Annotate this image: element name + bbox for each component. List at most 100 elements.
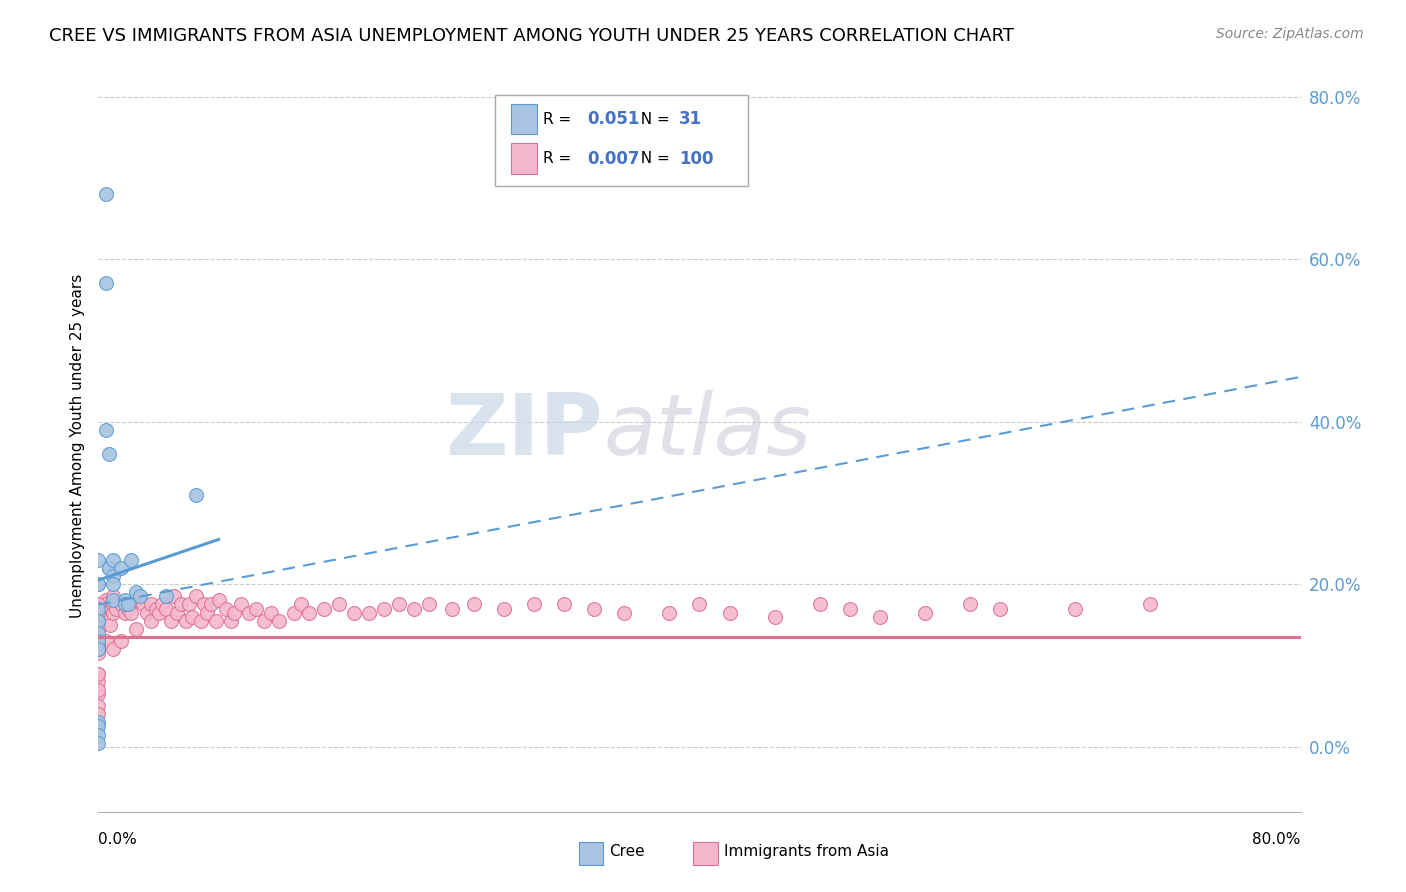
Point	[103, 606, 125, 620]
Point	[97, 447, 120, 461]
Point	[94, 187, 117, 202]
Point	[808, 598, 831, 612]
Text: 0.007: 0.007	[588, 150, 640, 168]
Point	[87, 577, 110, 591]
FancyBboxPatch shape	[579, 842, 603, 865]
Text: ZIP: ZIP	[446, 390, 603, 473]
Point	[94, 423, 117, 437]
Point	[200, 598, 222, 612]
Point	[208, 593, 231, 607]
Point	[260, 606, 283, 620]
Point	[583, 601, 606, 615]
Point	[94, 606, 117, 620]
Point	[87, 666, 110, 681]
Point	[87, 682, 110, 697]
Point	[105, 601, 128, 615]
Text: 0.0%: 0.0%	[98, 832, 138, 847]
Point	[132, 598, 155, 612]
Point	[193, 598, 215, 612]
Text: 80.0%: 80.0%	[1253, 832, 1301, 847]
Point	[343, 606, 366, 620]
Point	[94, 634, 117, 648]
Point	[87, 715, 110, 730]
Point	[440, 601, 463, 615]
FancyBboxPatch shape	[510, 144, 537, 174]
Point	[94, 277, 117, 291]
Point	[222, 606, 245, 620]
Point	[180, 609, 202, 624]
Point	[155, 601, 177, 615]
Text: Cree: Cree	[609, 845, 645, 860]
Point	[184, 590, 207, 604]
Point	[190, 614, 212, 628]
Point	[838, 601, 860, 615]
Point	[87, 699, 110, 714]
FancyBboxPatch shape	[510, 103, 537, 135]
Point	[231, 598, 253, 612]
Point	[388, 598, 411, 612]
Text: N =: N =	[631, 112, 675, 127]
Point	[166, 606, 188, 620]
Point	[312, 601, 335, 615]
Point	[150, 598, 173, 612]
Point	[162, 590, 184, 604]
Point	[914, 606, 936, 620]
Point	[219, 614, 242, 628]
Point	[87, 622, 110, 636]
Point	[418, 598, 440, 612]
Point	[87, 638, 110, 652]
Point	[988, 601, 1011, 615]
Point	[87, 707, 110, 722]
Point	[103, 569, 125, 583]
Point	[103, 577, 125, 591]
Point	[763, 609, 786, 624]
Point	[373, 601, 395, 615]
Point	[177, 598, 200, 612]
Point	[290, 598, 312, 612]
Y-axis label: Unemployment Among Youth under 25 years: Unemployment Among Youth under 25 years	[69, 274, 84, 618]
Point	[103, 593, 125, 607]
Point	[114, 598, 136, 612]
Point	[298, 606, 321, 620]
Point	[357, 606, 380, 620]
Point	[328, 598, 350, 612]
Point	[97, 561, 120, 575]
Point	[718, 606, 741, 620]
Point	[87, 626, 110, 640]
Text: CREE VS IMMIGRANTS FROM ASIA UNEMPLOYMENT AMONG YOUTH UNDER 25 YEARS CORRELATION: CREE VS IMMIGRANTS FROM ASIA UNEMPLOYMEN…	[49, 27, 1014, 45]
Text: R =: R =	[543, 151, 576, 166]
Text: 0.051: 0.051	[588, 110, 640, 128]
Point	[523, 598, 546, 612]
Point	[658, 606, 681, 620]
Point	[87, 719, 110, 733]
Point	[103, 590, 125, 604]
Point	[184, 488, 207, 502]
Point	[87, 606, 110, 620]
Text: atlas: atlas	[603, 390, 811, 473]
Point	[94, 593, 117, 607]
Point	[170, 598, 193, 612]
Point	[87, 674, 110, 689]
Point	[110, 561, 132, 575]
Point	[155, 590, 177, 604]
Point	[959, 598, 981, 612]
Point	[121, 606, 143, 620]
Point	[100, 617, 122, 632]
Point	[238, 606, 260, 620]
Point	[463, 598, 485, 612]
Point	[87, 634, 110, 648]
Text: Source: ZipAtlas.com: Source: ZipAtlas.com	[1216, 27, 1364, 41]
Point	[87, 598, 110, 612]
Point	[402, 601, 425, 615]
Point	[283, 606, 305, 620]
Point	[145, 601, 167, 615]
Point	[87, 577, 110, 591]
Point	[204, 614, 226, 628]
Point	[87, 614, 110, 628]
Point	[110, 598, 132, 612]
Point	[688, 598, 710, 612]
Point	[148, 606, 170, 620]
Point	[114, 606, 136, 620]
Point	[129, 590, 152, 604]
Point	[1139, 598, 1161, 612]
